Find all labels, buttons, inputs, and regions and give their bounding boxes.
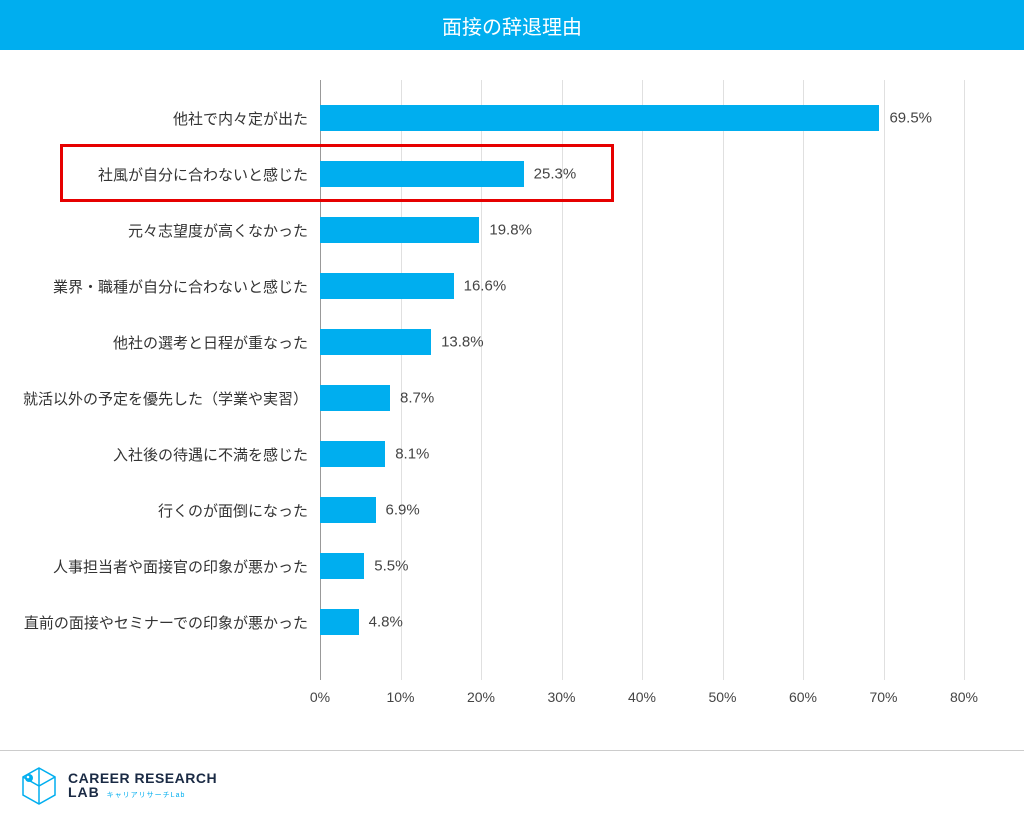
- chart-header: 面接の辞退理由: [0, 0, 1024, 50]
- bar-row: 直前の面接やセミナーでの印象が悪かった4.8%: [320, 594, 964, 650]
- x-tick-label: 20%: [467, 689, 495, 705]
- bar: 8.1%: [320, 441, 385, 467]
- gridline: [964, 80, 965, 680]
- brand-logo: CAREER RESEARCH LAB キャリアリサーチLab: [18, 764, 217, 806]
- bar: 4.8%: [320, 609, 359, 635]
- x-tick-label: 60%: [789, 689, 817, 705]
- x-tick-label: 70%: [869, 689, 897, 705]
- bar-value: 8.7%: [390, 390, 434, 407]
- bar-label: 直前の面接やセミナーでの印象が悪かった: [24, 612, 320, 633]
- bar-value: 6.9%: [376, 502, 420, 519]
- bar-label: 業界・職種が自分に合わないと感じた: [53, 276, 320, 297]
- bar: 16.6%: [320, 273, 454, 299]
- bar-row: 他社の選考と日程が重なった13.8%: [320, 314, 964, 370]
- bar-value: 69.5%: [879, 110, 932, 127]
- logo-text: CAREER RESEARCH LAB キャリアリサーチLab: [68, 771, 217, 799]
- bar-value: 5.5%: [364, 558, 408, 575]
- bar: 19.8%: [320, 217, 479, 243]
- bar-row: 就活以外の予定を優先した（学業や実習）8.7%: [320, 370, 964, 426]
- bar-value: 13.8%: [431, 334, 484, 351]
- chart-title: 面接の辞退理由: [442, 11, 582, 40]
- logo-line2: LAB キャリアリサーチLab: [68, 785, 217, 799]
- bar-label: 元々志望度が高くなかった: [128, 220, 320, 241]
- bar-value: 16.6%: [454, 278, 507, 295]
- logo-line1: CAREER RESEARCH: [68, 771, 217, 785]
- x-tick-label: 40%: [628, 689, 656, 705]
- footer: CAREER RESEARCH LAB キャリアリサーチLab: [0, 750, 1024, 818]
- bar-label: 人事担当者や面接官の印象が悪かった: [53, 556, 320, 577]
- bar: 8.7%: [320, 385, 390, 411]
- x-tick-label: 50%: [708, 689, 736, 705]
- bar-row: 入社後の待遇に不満を感じた8.1%: [320, 426, 964, 482]
- x-tick-label: 0%: [310, 689, 330, 705]
- bar-value: 19.8%: [479, 222, 532, 239]
- bar-value: 4.8%: [359, 614, 403, 631]
- cube-icon: [18, 764, 60, 806]
- chart-container: 0%10%20%30%40%50%60%70%80%他社で内々定が出た69.5%…: [0, 50, 1024, 750]
- bar: 13.8%: [320, 329, 431, 355]
- bar-value: 8.1%: [385, 446, 429, 463]
- x-tick-label: 10%: [386, 689, 414, 705]
- bar-label: 他社の選考と日程が重なった: [113, 332, 320, 353]
- bar-label: 行くのが面倒になった: [158, 500, 320, 521]
- bar: 5.5%: [320, 553, 364, 579]
- plot-area: 0%10%20%30%40%50%60%70%80%他社で内々定が出た69.5%…: [320, 80, 964, 710]
- bar-value: 25.3%: [524, 166, 577, 183]
- bar: 25.3%: [320, 161, 524, 187]
- bar-row: 行くのが面倒になった6.9%: [320, 482, 964, 538]
- bar-label: 入社後の待遇に不満を感じた: [113, 444, 320, 465]
- bar: 6.9%: [320, 497, 376, 523]
- bar-label: 就活以外の予定を優先した（学業や実習）: [23, 388, 320, 409]
- bar-label: 社風が自分に合わないと感じた: [98, 164, 320, 185]
- logo-subtext: キャリアリサーチLab: [107, 792, 186, 799]
- bar-row: 他社で内々定が出た69.5%: [320, 90, 964, 146]
- x-tick-label: 30%: [547, 689, 575, 705]
- bar-row: 元々志望度が高くなかった19.8%: [320, 202, 964, 258]
- bar: 69.5%: [320, 105, 879, 131]
- bar-row: 業界・職種が自分に合わないと感じた16.6%: [320, 258, 964, 314]
- x-tick-label: 80%: [950, 689, 978, 705]
- bar-row: 社風が自分に合わないと感じた25.3%: [320, 146, 964, 202]
- bar-row: 人事担当者や面接官の印象が悪かった5.5%: [320, 538, 964, 594]
- bar-label: 他社で内々定が出た: [173, 108, 320, 129]
